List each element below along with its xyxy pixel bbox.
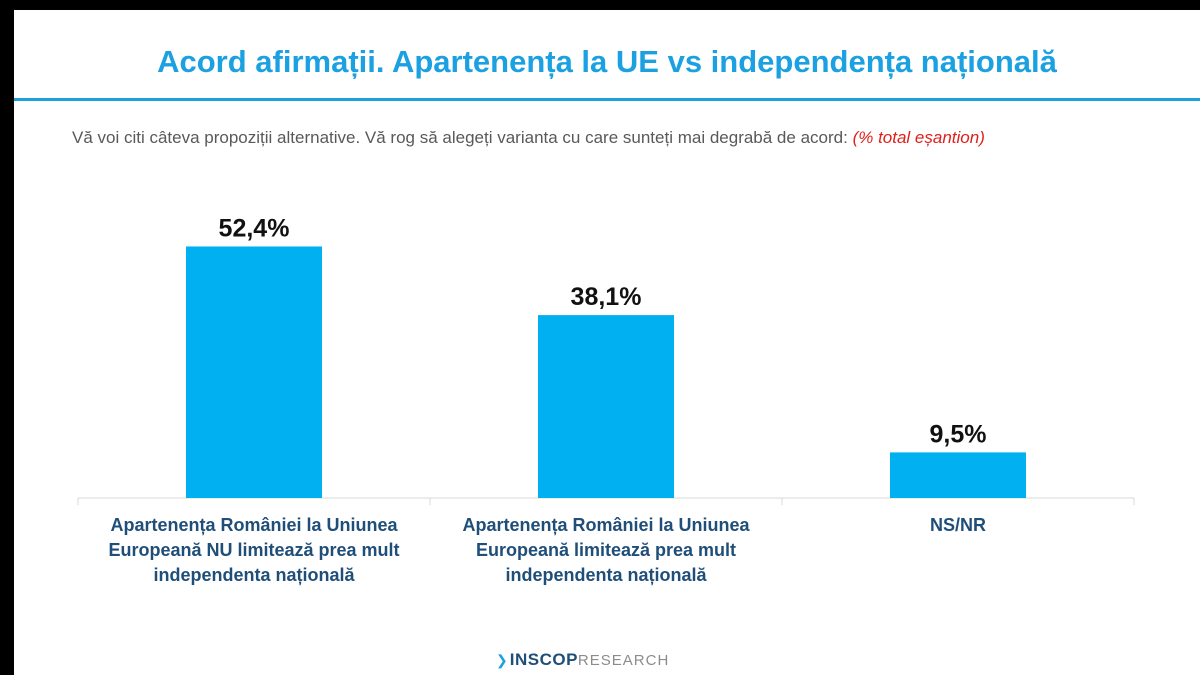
logo-sub: RESEARCH [577,652,670,669]
category-label-1: Apartenența României la Uniunea European… [108,515,400,585]
bar-2 [538,315,674,498]
logo-brand: INSCOP [509,650,578,669]
data-label-2: 38,1% [571,283,642,311]
title-underline [14,98,1200,101]
category-label-3: NS/NR [929,515,986,535]
bar-chart: 52,4% 38,1% 9,5% [77,214,1135,505]
data-label-3: 9,5% [930,420,987,448]
data-label-1: 52,4% [219,214,290,242]
bar-1 [186,246,322,498]
logo-swoosh-icon: ❯ [496,652,508,668]
slide: Acord afirmații. Apartenența la UE vs in… [14,10,1200,675]
subtitle-note: (% total eșantion) [852,128,985,147]
chart-title: Acord afirmații. Apartenența la UE vs in… [157,44,1057,79]
bars-group: 52,4% 38,1% 9,5% [186,214,1026,498]
bar-3 [890,452,1026,498]
category-label-2: Apartenența României la Uniunea European… [462,515,750,585]
inscop-research-logo: ❯ INSCOPRESEARCH [496,650,669,670]
subtitle-text: Vă voi citi câteva propoziții alternativ… [72,128,848,147]
chart-subtitle: Vă voi citi câteva propoziții alternativ… [72,125,1172,151]
